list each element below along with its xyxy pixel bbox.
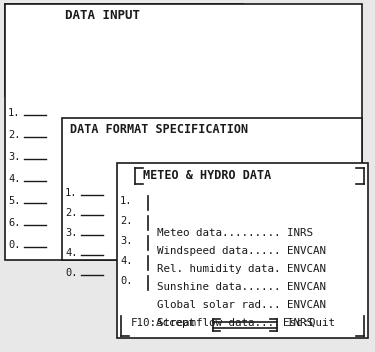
Bar <box>117 163 368 338</box>
Text: Esc:Quit: Esc:Quit <box>283 318 335 328</box>
Text: DATA INPUT: DATA INPUT <box>65 9 140 22</box>
Text: 3.: 3. <box>65 228 78 238</box>
Text: 4.: 4. <box>120 256 132 266</box>
Text: 2.: 2. <box>8 130 21 140</box>
Text: Meteo data......... INRS: Meteo data......... INRS <box>157 228 313 238</box>
Bar <box>62 118 362 260</box>
Text: MAIN MENU: MAIN MENU <box>11 9 78 22</box>
Text: F10:Accept: F10:Accept <box>131 318 196 328</box>
Text: 0.: 0. <box>8 240 21 250</box>
Text: METEO & HYDRO DATA: METEO & HYDRO DATA <box>143 169 271 182</box>
Text: 4.: 4. <box>65 248 78 258</box>
Text: Sunshine data...... ENVCAN: Sunshine data...... ENVCAN <box>157 282 326 292</box>
Text: 1.: 1. <box>65 188 78 198</box>
Text: 0.: 0. <box>65 268 78 278</box>
Text: DATA FORMAT SPECIFICATION: DATA FORMAT SPECIFICATION <box>70 123 248 136</box>
Text: 0.: 0. <box>120 276 132 286</box>
Text: 4.: 4. <box>8 174 21 184</box>
Text: 2.: 2. <box>65 208 78 218</box>
Text: Rel. humidity data. ENVCAN: Rel. humidity data. ENVCAN <box>157 264 326 274</box>
Bar <box>5 4 362 260</box>
Text: 3.: 3. <box>120 236 132 246</box>
Text: Streamflow data.... INRS: Streamflow data.... INRS <box>157 318 313 328</box>
Text: 2.: 2. <box>120 216 132 226</box>
Text: 5.: 5. <box>8 196 21 206</box>
Text: 1.: 1. <box>120 196 132 206</box>
Text: Windspeed data..... ENVCAN: Windspeed data..... ENVCAN <box>157 246 326 256</box>
Bar <box>5 4 243 96</box>
Text: 3.: 3. <box>8 152 21 162</box>
Text: 1.: 1. <box>8 108 21 118</box>
Text: 6.: 6. <box>8 218 21 228</box>
Text: Global solar rad... ENVCAN: Global solar rad... ENVCAN <box>157 300 326 310</box>
